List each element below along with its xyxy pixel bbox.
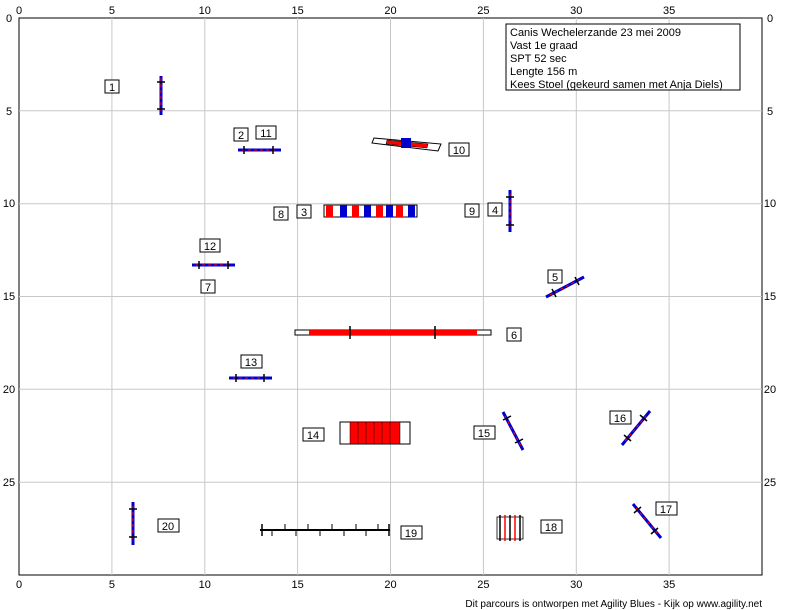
x-tick-bottom: 0 [16,579,22,591]
jump-obstacle [620,410,652,446]
number-label-11: 11 [255,125,277,140]
y-axis-right: 0 5 10 15 20 25 [764,13,776,489]
number-label-6: 6 [506,327,522,342]
y-tick-right: 5 [767,106,773,118]
number-label-14: 14 [302,427,325,442]
number-label-2: 2 [233,127,249,142]
jump-obstacle [506,190,514,232]
x-tick-top: 10 [199,5,211,17]
number-label-13: 13 [240,354,263,369]
svg-text:5: 5 [552,272,558,284]
number-label-4: 4 [487,202,503,217]
svg-text:15: 15 [478,428,490,440]
svg-text:3: 3 [301,207,307,219]
weave-poles-obstacle [496,515,524,541]
number-label-1: 1 [104,79,120,94]
obstacle-labels: 1 2 11 10 8 3 9 4 [104,79,678,540]
jump-obstacle [631,503,663,539]
svg-text:18: 18 [545,522,557,534]
standard-course-time: SPT 52 sec [510,53,567,65]
number-label-18: 18 [540,519,563,534]
number-label-10: 10 [448,142,470,157]
svg-text:9: 9 [469,206,475,218]
jump-obstacle [129,502,137,545]
x-axis-bottom: 0 5 10 15 20 25 30 35 [16,579,675,591]
x-tick-top: 5 [109,5,115,17]
number-label-3: 3 [296,204,312,219]
number-label-5: 5 [547,269,563,284]
footer-credit: Dit parcours is ontworpen met Agility Bl… [465,599,762,610]
y-tick-left: 20 [3,384,15,396]
number-label-17: 17 [655,501,678,516]
grid-lines [19,18,762,575]
seesaw-obstacle [371,137,442,152]
svg-text:17: 17 [660,504,672,516]
y-axis-left: 0 5 10 15 20 25 [3,13,15,489]
svg-text:13: 13 [245,357,257,369]
svg-text:11: 11 [260,128,271,140]
svg-text:16: 16 [614,413,626,425]
x-tick-top: 20 [384,5,396,17]
svg-text:6: 6 [511,330,517,342]
svg-text:10: 10 [453,145,465,157]
course-class: Vast 1e graad [510,40,578,52]
info-box-frame [505,23,741,91]
x-tick-top: 30 [570,5,582,17]
number-label-8: 8 [273,206,289,221]
aframe-obstacle [339,421,411,445]
y-tick-right: 25 [764,477,776,489]
y-tick-left: 25 [3,477,15,489]
long-jump-obstacle [260,524,390,536]
jump-obstacle [545,275,585,299]
y-tick-left: 5 [6,106,12,118]
number-label-12: 12 [199,238,221,253]
y-tick-right: 0 [767,13,773,25]
jump-obstacle [192,261,235,269]
jump-obstacle [229,374,272,382]
x-tick-bottom: 20 [384,579,396,591]
x-tick-bottom: 10 [199,579,211,591]
svg-text:7: 7 [205,282,211,294]
x-tick-top: 25 [477,5,489,17]
tunnel-obstacle [323,204,418,218]
svg-text:20: 20 [162,521,174,533]
y-tick-right: 10 [764,198,776,210]
y-tick-right: 20 [764,384,776,396]
x-tick-top: 15 [291,5,303,17]
x-tick-top: 0 [16,5,22,17]
course-length: Lengte 156 m [510,66,577,78]
svg-text:1: 1 [109,82,115,94]
y-tick-left: 10 [3,198,15,210]
x-tick-bottom: 35 [663,579,675,591]
jump-obstacle [157,76,165,115]
x-tick-top: 35 [663,5,675,17]
svg-text:14: 14 [307,430,319,442]
svg-text:4: 4 [492,205,498,217]
x-tick-bottom: 25 [477,579,489,591]
y-tick-left: 15 [3,291,15,303]
dogwalk-obstacle [294,326,492,339]
info-box: Canis Wechelerzande 23 mei 2009 Vast 1e … [505,23,741,91]
x-tick-bottom: 15 [291,579,303,591]
svg-text:19: 19 [405,528,417,540]
y-tick-right: 15 [764,291,776,303]
jump-obstacle [238,146,281,154]
judge-name: Kees Stoel (gekeurd samen met Anja Diels… [510,79,723,91]
svg-text:2: 2 [238,130,244,142]
svg-text:12: 12 [204,241,216,253]
number-label-20: 20 [157,518,180,533]
jump-obstacle [501,411,525,451]
number-label-19: 19 [400,525,423,540]
number-label-9: 9 [464,203,480,218]
y-tick-left: 0 [6,13,12,25]
x-tick-bottom: 30 [570,579,582,591]
number-label-15: 15 [473,425,496,440]
svg-text:8: 8 [278,209,284,221]
number-label-16: 16 [609,410,632,425]
x-axis-top: 0 5 10 15 20 25 30 35 [16,5,675,17]
x-tick-bottom: 5 [109,579,115,591]
number-label-7: 7 [200,279,216,294]
event-title: Canis Wechelerzande 23 mei 2009 [510,27,681,39]
